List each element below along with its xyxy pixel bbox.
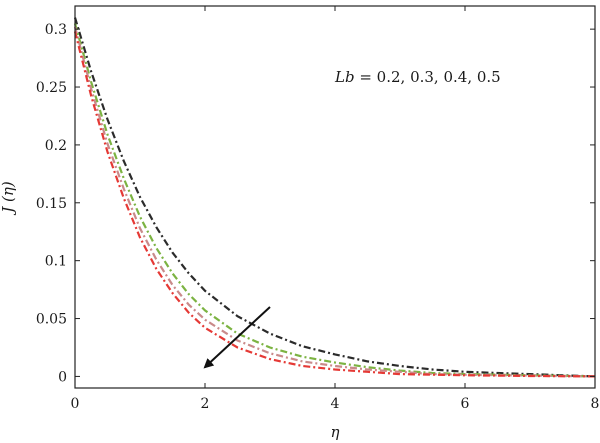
lb-annotation-values: = 0.2, 0.3, 0.4, 0.5: [355, 68, 501, 86]
ticks-layer: 0 2 4 6 8 0 0.05 0.1 0.15 0.2 0.25 0.3: [36, 6, 600, 412]
series-line-4: [73, 31, 596, 378]
x-axis-label: η: [331, 423, 340, 441]
series-line-1: [73, 17, 596, 378]
series-line-2: [73, 23, 596, 378]
y-tick-label-5: 0.25: [36, 80, 67, 96]
y-tick-label-2: 0.1: [45, 254, 67, 270]
lb-annotation-symbol: Lb: [334, 68, 355, 86]
x-tick-label-0: 0: [71, 396, 80, 412]
y-axis-label: J (η): [0, 181, 17, 216]
x-tick-label-2: 4: [331, 396, 340, 412]
plot-frame: [74, 5, 596, 389]
x-tick-label-3: 6: [461, 396, 470, 412]
curves-layer: [73, 17, 596, 378]
lb-annotation: Lb = 0.2, 0.3, 0.4, 0.5: [334, 68, 501, 86]
x-tick-label-1: 2: [201, 396, 210, 412]
y-tick-label-0: 0: [58, 369, 67, 385]
y-tick-label-3: 0.15: [36, 196, 67, 212]
x-tick-label-4: 8: [591, 396, 600, 412]
y-tick-label-6: 0.3: [45, 22, 67, 38]
y-tick-label-4: 0.2: [45, 138, 67, 154]
trend-arrow: [203, 306, 271, 369]
y-tick-label-1: 0.05: [36, 312, 67, 328]
